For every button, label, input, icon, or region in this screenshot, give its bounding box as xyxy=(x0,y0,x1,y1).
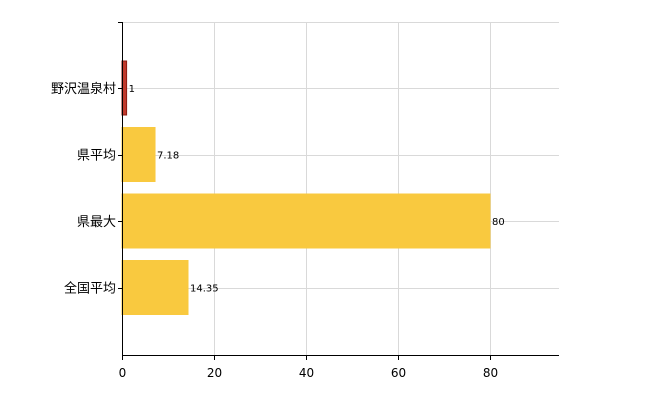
x-tick-label: 40 xyxy=(299,366,314,380)
x-tick-label: 20 xyxy=(207,366,222,380)
label-layer: 1 野沢温泉村 7.18 県平均 80 県最大 14.35 全国平均 0 20 40 60 80 xyxy=(51,81,505,380)
category-label: 県最大 xyxy=(77,215,116,230)
data-label: 80 xyxy=(492,217,505,228)
data-label: 14.35 xyxy=(190,284,219,295)
x-tick-label: 80 xyxy=(483,366,498,380)
bar xyxy=(121,193,491,249)
bar xyxy=(121,260,189,315)
bar-layer xyxy=(121,60,491,315)
x-tick-label: 0 xyxy=(119,366,127,380)
data-label: 7.18 xyxy=(157,151,179,162)
bar xyxy=(121,127,156,182)
data-label: 1 xyxy=(129,84,135,95)
category-label: 野沢温泉村 xyxy=(51,81,116,97)
category-label: 県平均 xyxy=(77,149,116,164)
x-tick-label: 60 xyxy=(391,366,406,380)
axis-layer xyxy=(118,22,559,360)
category-label: 全国平均 xyxy=(64,281,116,297)
